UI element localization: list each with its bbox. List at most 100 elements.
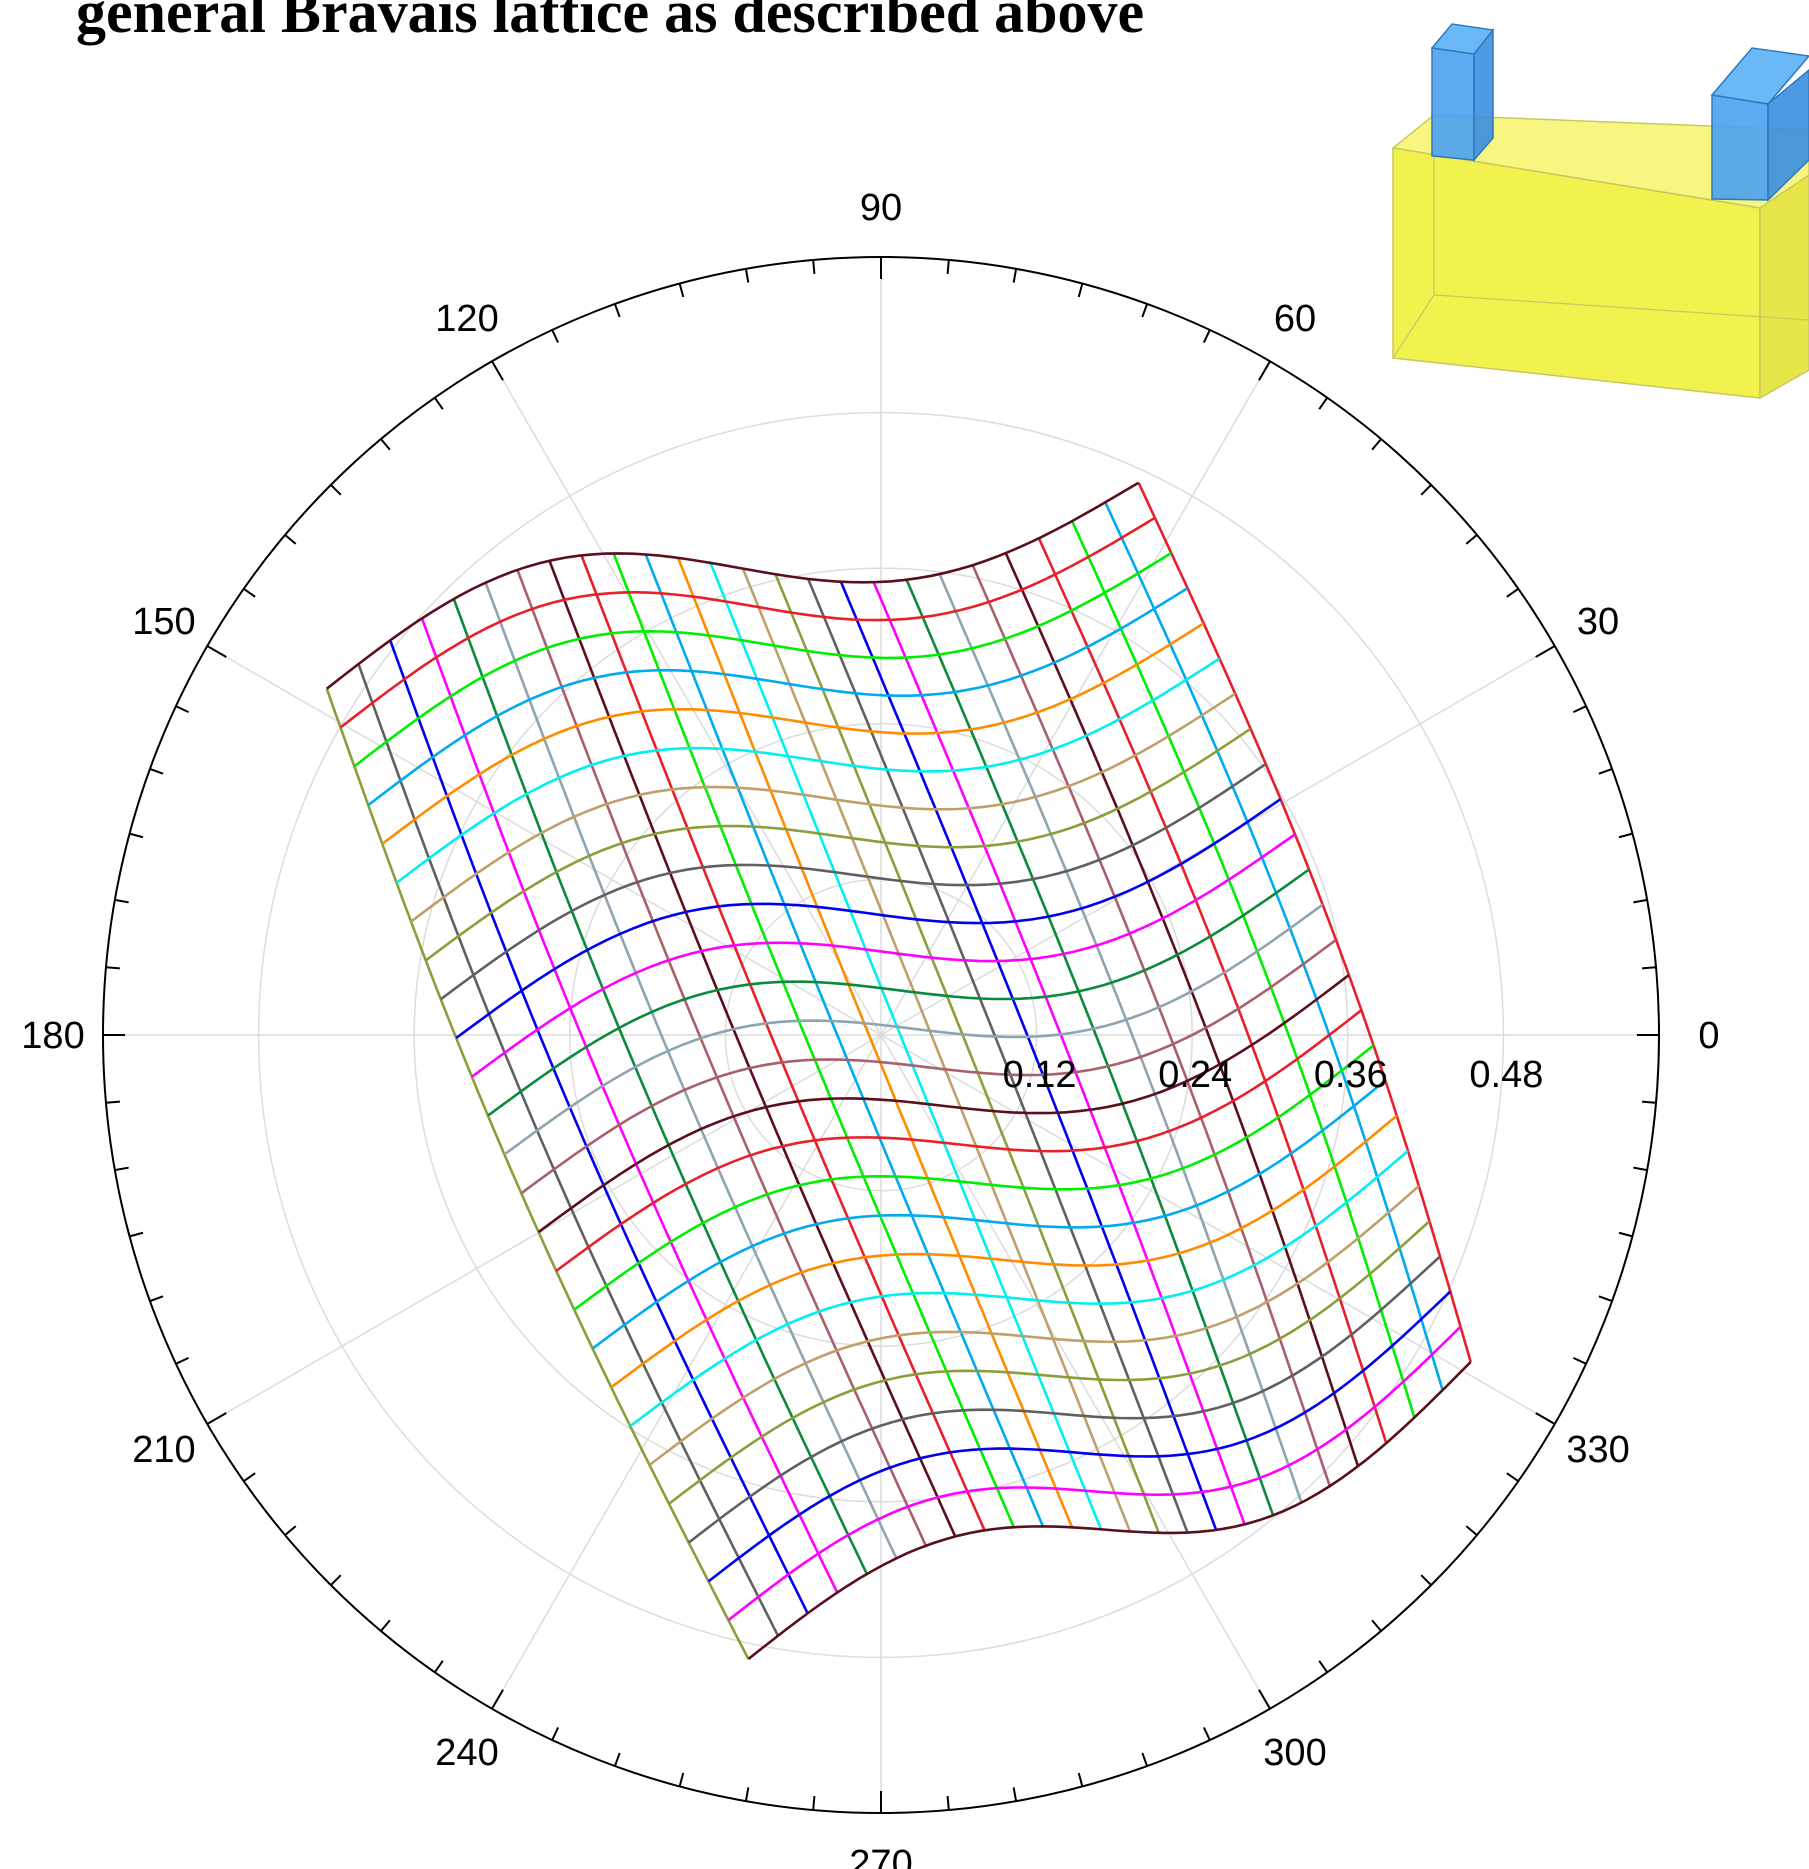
tick-labels: 0 30 60 90 120 150 180 210 240 270 300 330 0.12 0.24 0… [21,187,1719,1869]
minor-tick [1318,1660,1329,1673]
major-tick [206,1412,227,1425]
angular-tick-label: 90 [860,187,902,229]
radial-tick-label: 0.24 [1158,1054,1232,1096]
lattice-line-u [548,560,957,1537]
angular-tick-label: 300 [1263,1732,1326,1774]
lattice-line-v [687,1255,1441,1544]
lattice-line-v [487,868,1310,1117]
minor-tick [284,1525,297,1536]
minor-tick [1077,283,1084,298]
minor-tick [1642,1100,1657,1104]
lattice-line-u [644,554,1045,1527]
lattice-line-u [484,582,898,1559]
minor-tick [1077,1772,1084,1787]
inset-post-right-top [1710,47,1809,105]
angular-tick-label: 210 [132,1429,195,1471]
minor-tick [1141,303,1149,318]
lattice-line-v [727,1325,1462,1622]
minor-tick [433,1660,444,1673]
minor-tick [946,259,950,274]
angular-grid-line [491,1034,882,1710]
minor-tick [744,268,750,283]
minor-tick [149,767,164,775]
lattice-line-v [629,1149,1409,1428]
lattice-line-v [471,833,1296,1078]
lattice-line-v [591,1079,1387,1350]
lattice-line-v [353,551,1172,768]
lattice-line-v [339,516,1156,729]
lattice-line-u [676,557,1074,1528]
lattice-line-v [610,1114,1398,1389]
lattice-line-v [381,622,1205,845]
lattice-line-u [1037,537,1388,1444]
minor-tick [1598,767,1613,775]
angular-tick-label: 60 [1274,298,1316,340]
inset-post-left-top [1430,23,1495,55]
lattice-line-v [395,657,1221,884]
lattice-line-v [555,1009,1363,1272]
minor-tick [613,1752,621,1767]
lattice-line-u [872,581,1246,1525]
minor-tick [1465,1525,1478,1536]
lattice-line-u [516,569,927,1547]
lattice-line-v [425,727,1252,962]
angular-tick-label: 180 [21,1015,84,1057]
minor-tick [149,1295,164,1303]
lattice-line-u [612,552,1015,1528]
minor-tick [1141,1752,1149,1767]
minor-tick [1618,832,1633,839]
radial-tick-label: 0.48 [1469,1054,1543,1096]
lattice-line-u [774,573,1161,1534]
lattice-line-v [503,903,1324,1156]
major-tick [1258,1689,1271,1710]
minor-tick [946,1796,950,1811]
lattice-line-u [709,562,1103,1530]
lattice-line-u [420,617,839,1594]
minor-tick [1572,1356,1587,1365]
angular-tick-label: 240 [435,1732,498,1774]
lattice-line-u [580,554,986,1531]
lattice-line-u [1104,501,1444,1391]
minor-tick [1420,1574,1432,1586]
lattice-line-u [971,564,1332,1487]
lattice-line-u [1070,520,1416,1418]
minor-tick [330,484,342,496]
lattice-line-u [806,578,1189,1534]
minor-tick [1420,484,1432,496]
minor-tick [1012,1787,1018,1802]
angular-grid-line [491,360,882,1036]
minor-tick [243,1472,256,1483]
angular-tick-label: 330 [1566,1429,1629,1471]
minor-tick [1633,1166,1648,1172]
minor-tick [1618,1231,1633,1238]
inset-post-right-front [1711,94,1769,201]
minor-tick [1506,587,1519,598]
minor-tick [380,438,391,451]
lattice-line-u [452,598,868,1575]
lattice-line-u [905,579,1275,1516]
lattice-line-v [440,762,1267,1001]
minor-tick [433,397,444,410]
minor-tick [1598,1295,1613,1303]
major-tick [1258,360,1271,381]
minor-tick [678,283,685,298]
lattice-line-v [573,1044,1375,1311]
minor-tick [613,303,621,318]
major-tick [1535,645,1556,658]
minor-tick [129,832,144,839]
minor-tick [129,1231,144,1238]
inset-hidden-edge [1433,294,1809,321]
radial-tick-label: 0.36 [1314,1054,1388,1096]
lattice-line-u [388,639,809,1614]
minor-tick [1642,966,1657,970]
lattice-line-v [367,587,1189,807]
angular-tick-label: 0 [1698,1015,1719,1057]
minor-tick [175,1356,190,1365]
angular-tick-label: 120 [435,298,498,340]
lattice-line-v [747,1360,1472,1661]
minor-tick [744,1787,750,1802]
polar-axis [102,256,1660,1814]
inset-body-side [1759,174,1809,400]
angular-tick-label: 150 [132,601,195,643]
